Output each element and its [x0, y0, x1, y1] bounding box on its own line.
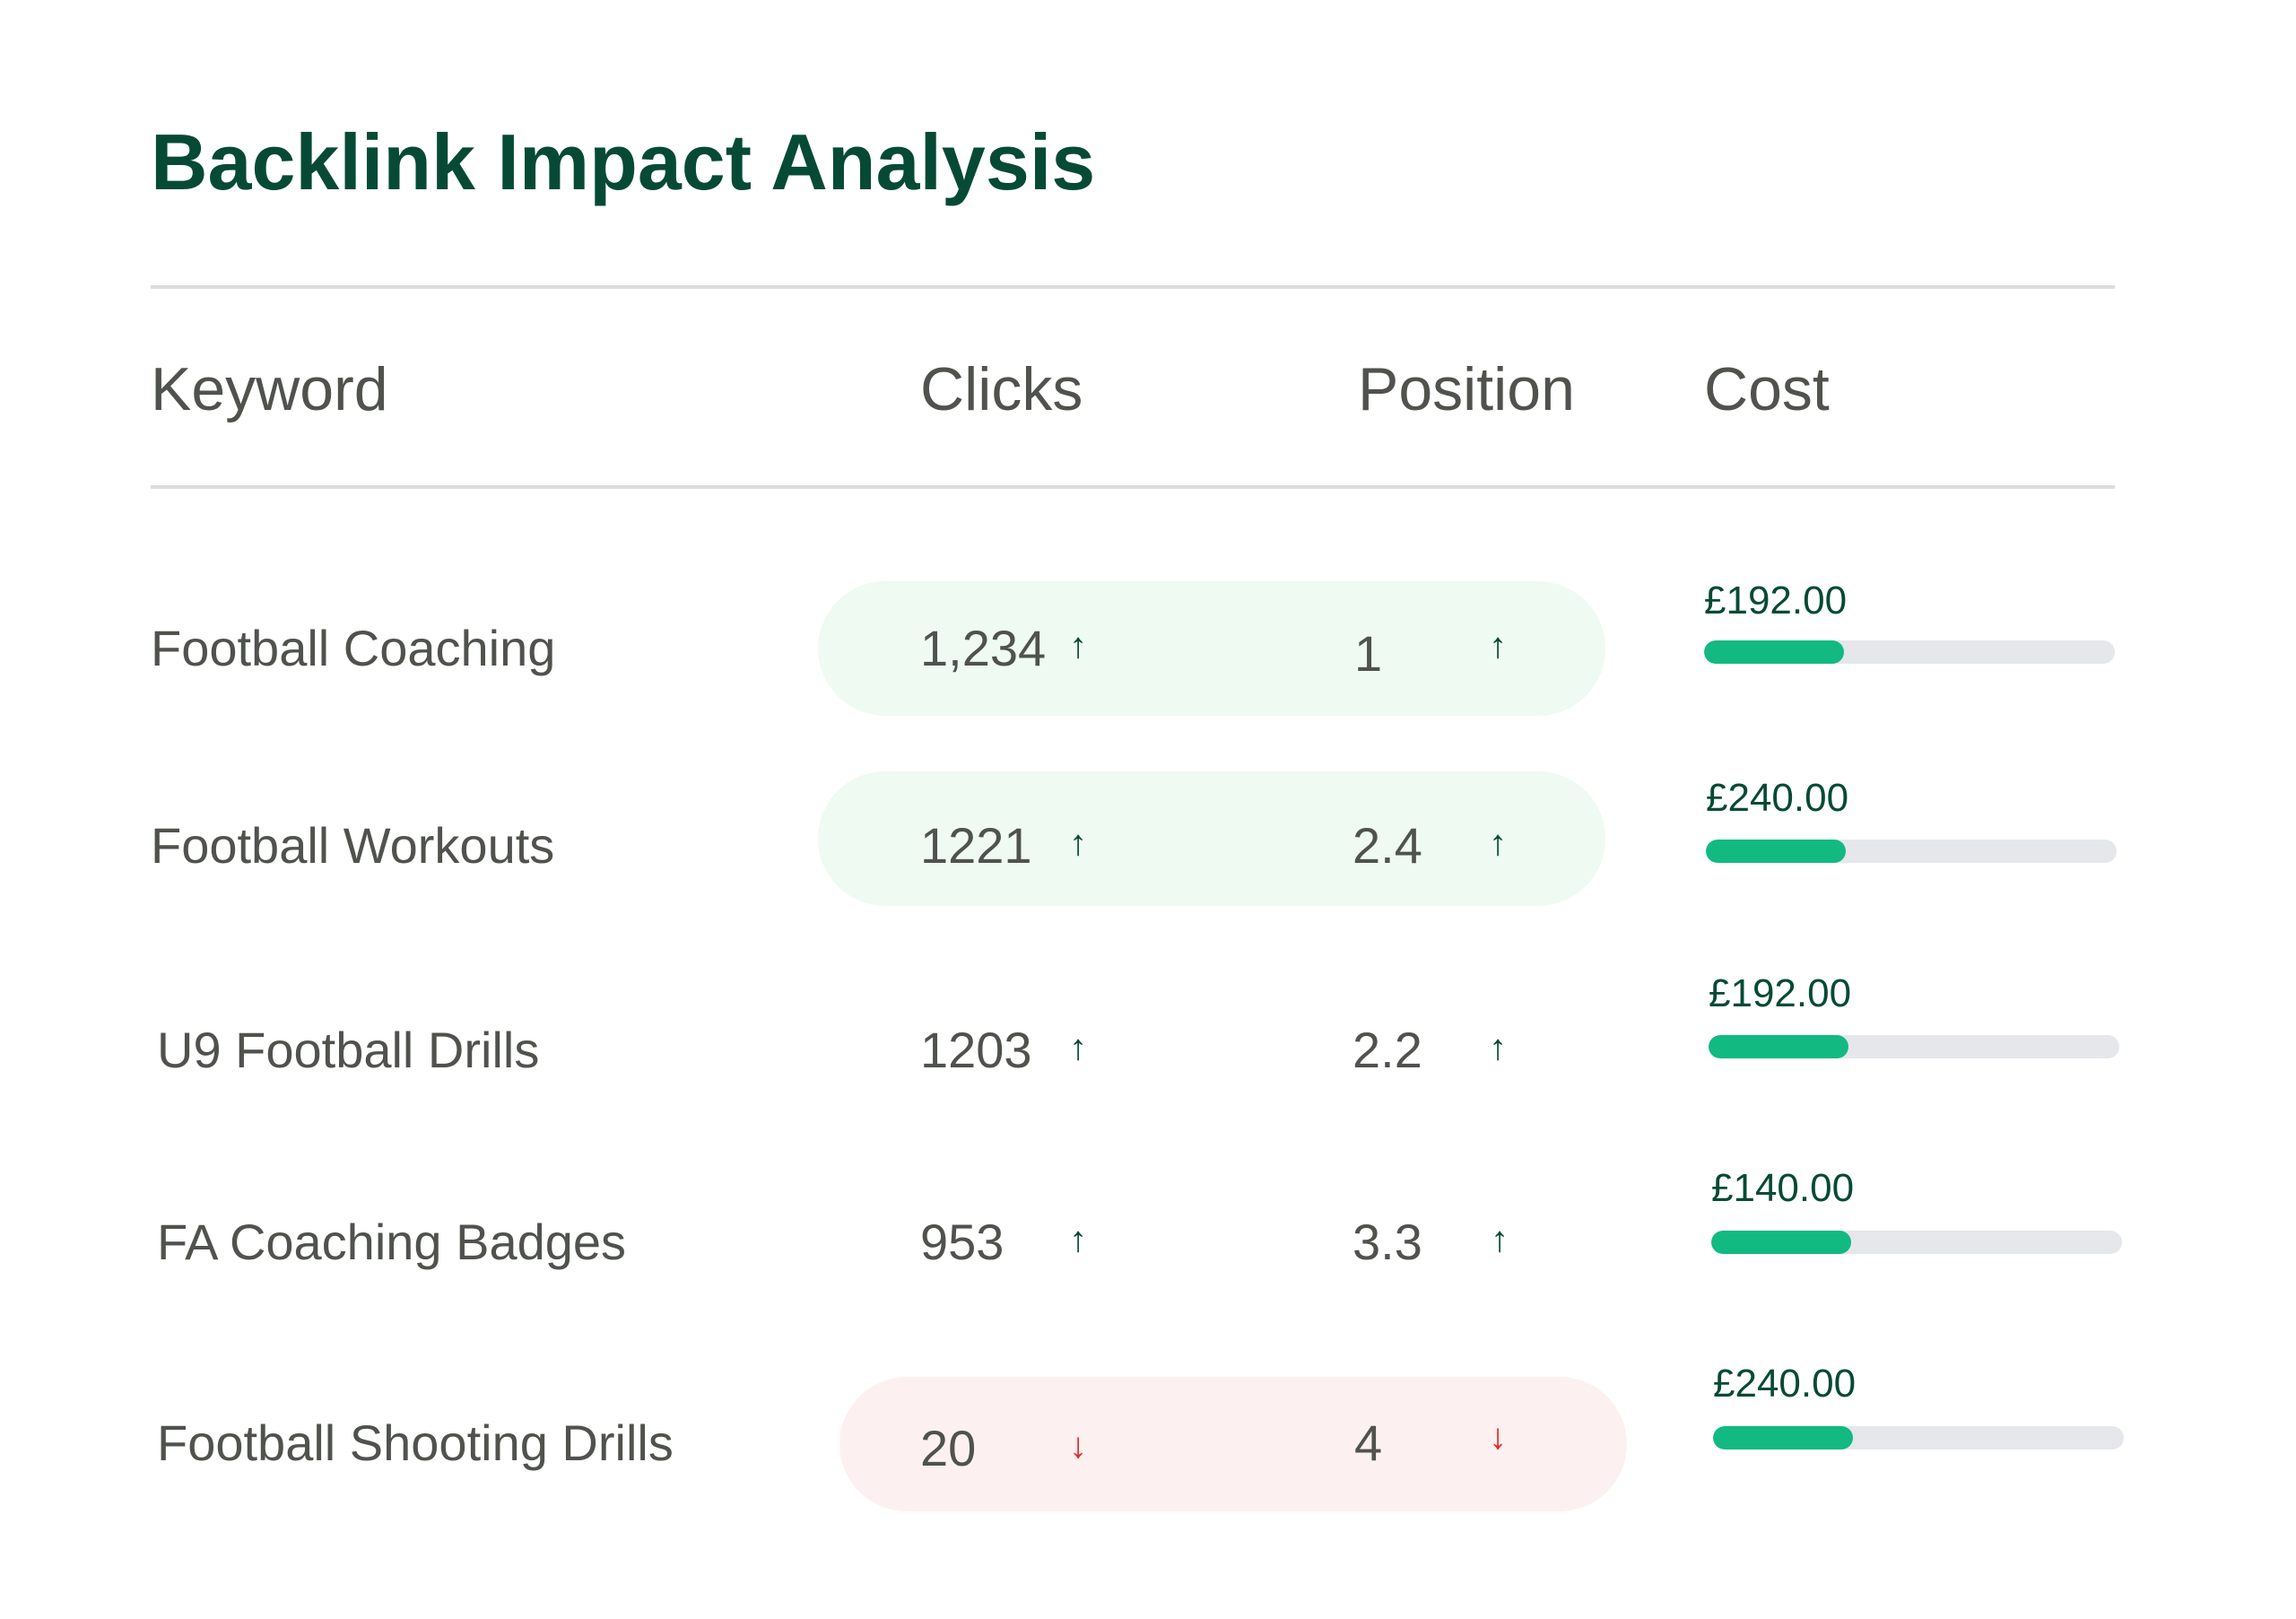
trend-highlight-up	[818, 581, 1605, 716]
position-value: 1	[1354, 625, 1383, 682]
clicks-value: 20	[920, 1420, 977, 1476]
keyword-cell: Football Coaching	[151, 620, 556, 676]
cost-value: £192.00	[1709, 971, 1852, 1015]
column-header-position[interactable]: Position	[1358, 355, 1575, 423]
keyword-cell: FA Coaching Badges	[157, 1214, 627, 1270]
page-title: Backlink Impact Analysis	[151, 118, 1096, 206]
position-value: 3.3	[1352, 1214, 1422, 1270]
arrow-down-icon: ↓	[1069, 1426, 1087, 1466]
arrow-up-icon: ↑	[1069, 1028, 1087, 1067]
cost-bar-fill	[1709, 1035, 1848, 1058]
arrow-up-icon: ↑	[1489, 823, 1507, 863]
arrow-up-icon: ↑	[1069, 823, 1087, 863]
arrow-up-icon: ↑	[1489, 626, 1507, 666]
arrow-up-icon: ↑	[1489, 1028, 1507, 1067]
position-value: 4	[1354, 1414, 1383, 1471]
keyword-cell: Football Shooting Drills	[157, 1414, 674, 1471]
keyword-cell: Football Workouts	[151, 817, 555, 874]
cost-bar	[1713, 1426, 2124, 1449]
column-header-keyword[interactable]: Keyword	[151, 355, 388, 423]
cost-bar-fill	[1713, 1426, 1853, 1449]
cost-bar-fill	[1711, 1231, 1851, 1254]
clicks-value: 1,234	[920, 620, 1047, 676]
header-bottom-divider	[151, 485, 2115, 489]
header-top-divider	[151, 285, 2115, 289]
column-header-clicks[interactable]: Clicks	[920, 355, 1083, 423]
arrow-up-icon: ↑	[1491, 1220, 1509, 1259]
cost-bar	[1706, 840, 2117, 863]
cost-bar	[1711, 1231, 2122, 1254]
cost-value: £240.00	[1706, 776, 1849, 820]
trend-highlight-down	[839, 1377, 1627, 1511]
cost-bar-fill	[1704, 640, 1844, 664]
trend-highlight-up	[818, 771, 1605, 906]
clicks-value: 1203	[920, 1022, 1032, 1078]
cost-value: £192.00	[1704, 579, 1848, 622]
cost-bar	[1704, 640, 2115, 664]
cost-bar	[1709, 1035, 2119, 1058]
clicks-value: 1221	[920, 817, 1032, 874]
clicks-value: 953	[920, 1214, 1004, 1270]
arrow-down-icon: ↓	[1489, 1417, 1507, 1457]
cost-value: £240.00	[1713, 1362, 1857, 1406]
column-header-cost[interactable]: Cost	[1704, 355, 1830, 423]
cost-value: £140.00	[1711, 1166, 1855, 1210]
position-value: 2.2	[1352, 1022, 1422, 1078]
keyword-cell: U9 Football Drills	[157, 1022, 540, 1078]
arrow-up-icon: ↑	[1069, 626, 1087, 666]
position-value: 2.4	[1352, 817, 1422, 874]
arrow-up-icon: ↑	[1069, 1220, 1087, 1259]
cost-bar-fill	[1706, 840, 1846, 863]
